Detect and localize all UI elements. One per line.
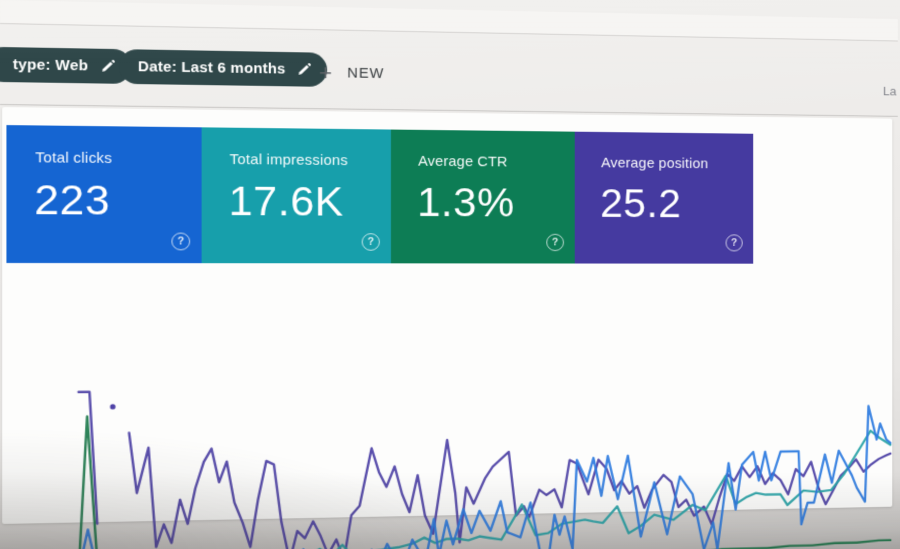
metric-card-value: 25.2 [600, 180, 682, 226]
metric-card-total-clicks[interactable]: Total clicks 223? [6, 125, 202, 264]
help-icon[interactable]: ? [725, 234, 743, 252]
metric-card-label: Total clicks [35, 150, 113, 167]
filter-chip-search-type[interactable]: type: Web [0, 46, 132, 84]
edit-pencil-icon[interactable] [297, 62, 312, 77]
performance-chart[interactable]: 2/24/193/10/193/24/194/7/194/21/195/5/19… [75, 375, 891, 549]
metric-card-total-impressions[interactable]: Total impressions 17.6K? [201, 127, 391, 264]
chart-lines [75, 375, 891, 549]
help-icon[interactable]: ? [171, 232, 191, 251]
filter-chip-date-range-label: Date: Last 6 months [137, 58, 286, 77]
top-right-clipped-text: La [882, 84, 897, 99]
line-impressions [79, 431, 891, 549]
line-position [129, 423, 890, 549]
filter-chip-search-type-label: type: Web [12, 56, 89, 74]
filter-bar: type: Web Date: Last 6 months + NEW La [0, 24, 898, 116]
performance-panel: Total clicks 223? Total impressions 17.6K? A… [2, 107, 893, 524]
metric-card-label: Average position [601, 155, 709, 172]
edit-pencil-icon[interactable] [100, 59, 116, 74]
help-icon[interactable]: ? [361, 233, 380, 251]
metric-card-average-ctr[interactable]: Average CTR 1.3%? [390, 129, 575, 264]
filter-chip-date-range[interactable]: Date: Last 6 months [118, 49, 328, 87]
plus-icon: + [318, 60, 333, 86]
data-point-position [110, 404, 116, 410]
metric-card-value: 223 [34, 176, 111, 224]
metric-card-value: 17.6K [228, 177, 344, 225]
metric-card-value: 1.3% [417, 179, 515, 226]
metric-card-label: Total impressions [229, 152, 348, 169]
new-filter-label: NEW [347, 65, 385, 82]
metric-card-label: Average CTR [418, 154, 508, 171]
new-filter-button[interactable]: + NEW [313, 58, 391, 88]
help-icon[interactable]: ? [546, 233, 564, 252]
metric-card-average-position[interactable]: Average position 25.2? [574, 131, 754, 264]
metric-cards: Total clicks 223? Total impressions 17.6K? A… [6, 125, 754, 264]
